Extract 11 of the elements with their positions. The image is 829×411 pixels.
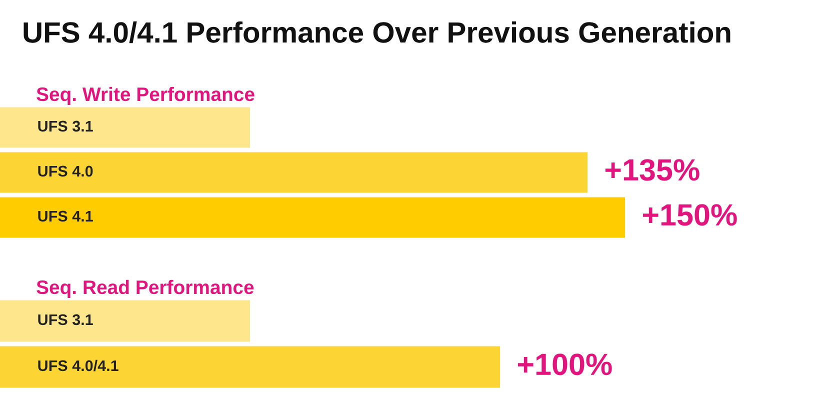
data-label: +100% (518, 354, 612, 376)
chart-title: UFS 4.0/4.1 Performance Over Previous Generation (24, 21, 730, 44)
chart-subtitle: Seq. Read Performance (36, 280, 254, 298)
chart-subtitle: Seq. Write Performance (36, 86, 254, 105)
y-tick-label: UFS 4.0 (38, 166, 93, 177)
data-label: +135% (605, 159, 700, 181)
y-tick-label: UFS 3.1 (38, 120, 93, 132)
y-tick-label: UFS 4.0/4.1 (38, 360, 118, 372)
data-label: +150% (642, 204, 737, 226)
y-tick-label: UFS 4.1 (38, 210, 93, 222)
y-tick-label: UFS 3.1 (38, 314, 93, 326)
